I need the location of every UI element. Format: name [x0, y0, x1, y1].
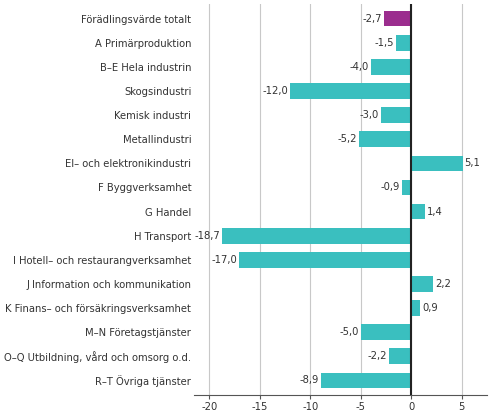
Text: -12,0: -12,0	[262, 86, 288, 96]
Bar	[396, 35, 411, 51]
Text: -4,0: -4,0	[350, 62, 369, 72]
Bar	[222, 228, 411, 243]
Bar	[402, 180, 411, 195]
Bar	[381, 107, 411, 123]
Text: -2,7: -2,7	[362, 14, 382, 24]
Text: -18,7: -18,7	[194, 231, 220, 241]
Text: -5,0: -5,0	[339, 327, 358, 337]
Text: -1,5: -1,5	[375, 38, 394, 48]
Bar	[411, 156, 463, 171]
Text: -8,9: -8,9	[300, 375, 319, 385]
Text: 2,2: 2,2	[436, 279, 451, 289]
Bar	[389, 349, 411, 364]
Bar	[411, 300, 420, 316]
Text: -17,0: -17,0	[212, 255, 238, 265]
Bar	[358, 131, 411, 147]
Bar	[371, 59, 411, 75]
Bar	[361, 324, 411, 340]
Text: 0,9: 0,9	[422, 303, 438, 313]
Text: 5,1: 5,1	[464, 158, 481, 168]
Bar	[384, 11, 411, 27]
Bar	[411, 276, 434, 292]
Bar	[321, 373, 411, 388]
Text: -2,2: -2,2	[367, 351, 387, 362]
Bar	[290, 83, 411, 99]
Bar	[240, 252, 411, 267]
Text: 1,4: 1,4	[427, 207, 443, 217]
Bar	[411, 204, 425, 219]
Text: -3,0: -3,0	[359, 110, 379, 120]
Text: -5,2: -5,2	[337, 134, 356, 144]
Text: -0,9: -0,9	[381, 183, 400, 193]
